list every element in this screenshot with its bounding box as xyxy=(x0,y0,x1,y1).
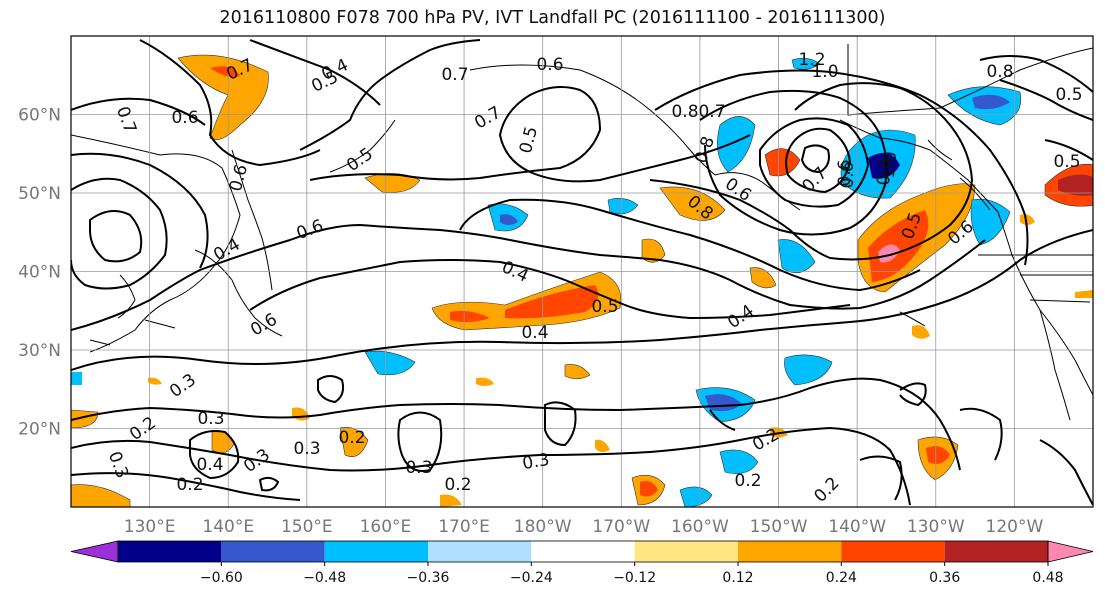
contour-label: 0.2 xyxy=(734,471,761,491)
contour-label: 0.2 xyxy=(810,473,843,506)
contour-label: 1.0 xyxy=(811,62,838,82)
colorbar-tick-label: 0.36 xyxy=(929,570,960,586)
lon-tick-label: 150°W xyxy=(750,517,808,537)
colorbar-tick-label: 0.48 xyxy=(1032,570,1063,586)
contour-label: 0.3 xyxy=(166,370,200,402)
coastlines xyxy=(71,44,1093,421)
contour-label: 0.6 xyxy=(294,216,326,244)
contour-label: 0.7 xyxy=(698,102,725,122)
contour-label: 0.3 xyxy=(521,450,551,474)
lat-tick-label: 20°N xyxy=(18,420,61,440)
contour-label: 0.6 xyxy=(838,161,858,188)
colorbar-segment xyxy=(738,541,842,562)
colorbar: −0.60 −0.48 −0.36 −0.24 −0.12 0.12 0.24 0.36 0.4… xyxy=(70,540,1094,586)
contour-label: 0.5 xyxy=(1053,152,1080,172)
contour-label: 0.6 xyxy=(835,159,855,186)
lon-tick-label: 160°W xyxy=(671,517,729,537)
colorbar-segment xyxy=(634,541,738,562)
contour-label: 0.5 xyxy=(516,124,542,155)
lon-tick-label: 120°W xyxy=(986,517,1044,537)
contour-label: 0.4 xyxy=(499,257,532,287)
colorbar-tick-label: −0.24 xyxy=(510,570,553,586)
colorbar-segment xyxy=(531,541,635,562)
contour-label: 0.2 xyxy=(444,475,471,495)
pc-shading xyxy=(71,54,1093,507)
colorbar-segment xyxy=(944,541,1048,562)
contour-label: 0.4 xyxy=(210,235,243,266)
colorbar-segment xyxy=(841,541,945,562)
lon-tick-label: 140°W xyxy=(828,517,886,537)
lon-tick-label: 150°E xyxy=(281,517,333,537)
contour-label: 0.3 xyxy=(293,439,320,459)
contour-label: 0.2 xyxy=(176,475,203,495)
contour-label: 0.8 xyxy=(986,62,1013,82)
contour-label: 0.5 xyxy=(591,297,618,317)
lat-tick-label: 50°N xyxy=(18,184,61,204)
contour-label: 0.4 xyxy=(521,323,548,343)
contour-label: 0.8 xyxy=(671,102,698,122)
colorbar-tick-label: −0.12 xyxy=(613,570,656,586)
lon-tick-label: 170°E xyxy=(438,517,490,537)
lon-tick-label: 140°E xyxy=(202,517,254,537)
lat-tick-label: 30°N xyxy=(18,341,61,361)
contour-label: 0.3 xyxy=(104,449,132,481)
lat-tick-label: 40°N xyxy=(18,263,61,283)
contour-label: 0.7 xyxy=(441,65,468,85)
contour-label: 0.4 xyxy=(724,301,758,333)
colorbar-frame xyxy=(117,540,1049,563)
colorbar-segment xyxy=(118,541,222,562)
contour-label: 1.2 xyxy=(798,50,825,70)
contour-label: 0.4 xyxy=(196,455,223,475)
colorbar-segment xyxy=(428,541,532,562)
contour-label: 0.3 xyxy=(405,458,432,478)
contour-label: 1.0 xyxy=(879,151,901,180)
colorbar-extend-high xyxy=(1047,540,1094,563)
colorbar-tick-label: −0.48 xyxy=(303,570,346,586)
latitude-tick-labels: 20°N 30°N 40°N 50°N 60°N xyxy=(18,106,61,440)
contour-label: 0.6 xyxy=(171,108,198,128)
contour-label: 0.8 xyxy=(691,134,719,166)
lon-tick-label: 180°W xyxy=(514,517,572,537)
colorbar-tick-label: 0.24 xyxy=(826,570,857,586)
contour-label: 0.3 xyxy=(240,445,274,477)
lon-tick-label: 130°W xyxy=(907,517,965,537)
contour-label: 0.2 xyxy=(338,428,365,448)
gridlines xyxy=(71,36,1093,507)
contour-label: 0.6 xyxy=(536,55,563,75)
contour-label: 0.7 xyxy=(112,104,140,136)
pv-contours xyxy=(71,39,1093,506)
colorbar-extend-low xyxy=(70,540,119,563)
longitude-tick-labels: 130°E 140°E 150°E 160°E 170°E 180°W 170°W 160°W… xyxy=(124,517,1044,537)
lon-tick-label: 130°E xyxy=(124,517,176,537)
colorbar-tick-label: −0.60 xyxy=(200,570,243,586)
colorbar-tick-label: 0.12 xyxy=(722,570,753,586)
map-title: 2016110800 F078 700 hPa PV, IVT Landfall… xyxy=(219,8,886,28)
contour-label: 0.7 xyxy=(471,103,504,134)
lat-tick-label: 60°N xyxy=(18,106,61,126)
colorbar-tick-label: −0.36 xyxy=(407,570,450,586)
lon-tick-label: 160°E xyxy=(360,517,412,537)
colorbar-segment xyxy=(324,541,428,562)
plot-frame xyxy=(70,35,1094,508)
contour-label: 0.3 xyxy=(197,409,224,429)
colorbar-segment xyxy=(221,541,325,562)
lon-tick-label: 170°W xyxy=(592,517,650,537)
contour-label: 0.8 xyxy=(874,158,896,187)
contour-label: 0.6 xyxy=(226,162,252,193)
contour-label: 0.5 xyxy=(1055,85,1082,105)
